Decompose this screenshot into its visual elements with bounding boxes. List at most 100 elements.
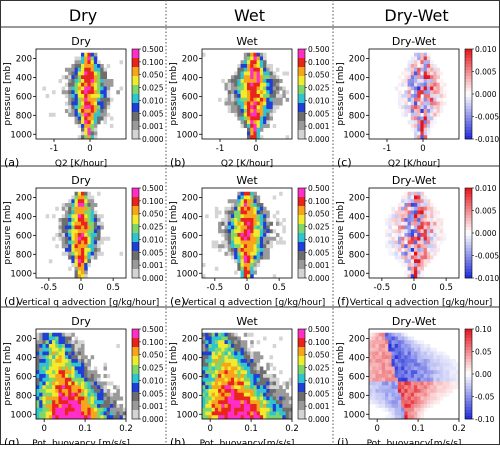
heatmap-cell [397, 407, 402, 412]
heatmap-cell [71, 370, 75, 375]
heatmap-cell [103, 105, 108, 110]
heatmap-cell [247, 229, 251, 234]
heatmap-cell [247, 332, 251, 337]
heatmap-cell [378, 366, 383, 371]
heatmap-cell [410, 359, 415, 364]
heatmap-cell [103, 362, 108, 367]
colorbar-segment [465, 197, 472, 201]
heatmap-cell [397, 404, 402, 409]
heatmap-cell [420, 79, 424, 84]
heatmap-cell [417, 396, 421, 401]
heatmap-cell [52, 90, 56, 95]
heatmap-cell [90, 131, 95, 136]
heatmap-cell [369, 347, 373, 352]
heatmap-cell [84, 415, 88, 420]
colorbar-segment [298, 94, 305, 104]
heatmap-cell [84, 218, 88, 223]
heatmap-cell [288, 377, 293, 382]
heatmap-cell [84, 362, 88, 367]
heatmap-cell [250, 120, 254, 125]
heatmap-cell [436, 244, 441, 249]
heatmap-cell [81, 266, 85, 271]
heatmap-cell [71, 263, 75, 268]
heatmap-cell [224, 218, 229, 223]
heatmap-cell [64, 203, 69, 208]
heatmap-cell [423, 127, 428, 132]
heatmap-cell [247, 266, 251, 271]
heatmap-cell [259, 381, 264, 386]
heatmap-cell [256, 351, 261, 356]
heatmap-cell [58, 229, 63, 234]
heatmap-cell [401, 407, 405, 412]
heatmap-cell [71, 415, 75, 420]
heatmap-cell [272, 381, 277, 386]
heatmap-cell [90, 124, 95, 129]
heatmap-cell [410, 400, 415, 405]
heatmap-cell [439, 233, 444, 238]
heatmap-cell [420, 266, 424, 271]
heatmap-cell [391, 389, 396, 394]
heatmap-cell [205, 377, 209, 382]
heatmap-cell [227, 400, 232, 405]
heatmap-cell [423, 60, 428, 65]
heatmap-cell [221, 359, 225, 364]
heatmap-cell [394, 355, 399, 360]
heatmap-cell [401, 203, 405, 208]
heatmap-cell [61, 225, 66, 230]
heatmap-cell [407, 244, 412, 249]
heatmap-cell [388, 385, 392, 390]
heatmap-cell [230, 415, 235, 420]
heatmap-cell [93, 124, 98, 129]
heatmap-cell [266, 392, 270, 397]
heatmap-cell [243, 94, 248, 99]
heatmap-cell [433, 244, 437, 249]
panel-title: Dry-Wet [392, 174, 437, 187]
heatmap-cell [263, 407, 267, 412]
heatmap-cell [61, 221, 66, 226]
heatmap-cell [436, 79, 441, 84]
heatmap-cell [84, 411, 88, 416]
heatmap-cell [407, 259, 412, 264]
heatmap-cell [420, 351, 424, 356]
heatmap-cell [100, 67, 104, 72]
heatmap-cell [375, 381, 379, 386]
heatmap-cell [269, 64, 274, 69]
heatmap-cell [426, 259, 431, 264]
heatmap-cell [237, 116, 241, 121]
heatmap-cell [269, 404, 274, 409]
heatmap-cell [64, 225, 69, 230]
heatmap-cell [414, 240, 418, 245]
heatmap-cell [263, 389, 267, 394]
heatmap-cell [93, 236, 98, 241]
heatmap-cell [113, 404, 117, 409]
heatmap-cell [234, 248, 238, 253]
colorbar-segment [298, 338, 305, 348]
heatmap-cell [426, 374, 431, 379]
heatmap-cell [410, 210, 415, 215]
heatmap-cell [97, 214, 101, 219]
heatmap-cell [414, 79, 418, 84]
heatmap-cell [250, 407, 254, 412]
y-tick-label: 400 [349, 353, 365, 363]
heatmap-cell [84, 233, 88, 238]
plot-frame [368, 328, 460, 420]
heatmap-cell [420, 64, 424, 69]
heatmap-cell [279, 336, 283, 341]
heatmap-cell [243, 370, 248, 375]
heatmap-cell [417, 82, 421, 87]
heatmap-cell [430, 359, 434, 364]
heatmap-cell [77, 251, 82, 256]
x-tick-label: 0.5 [439, 283, 453, 293]
heatmap-cell [375, 332, 379, 337]
heatmap-cell [103, 415, 108, 420]
heatmap-cell [93, 404, 98, 409]
heatmap-cell [202, 274, 206, 279]
heatmap-cell [205, 389, 209, 394]
heatmap-cell [87, 404, 91, 409]
heatmap-cell [423, 236, 428, 241]
heatmap-cell [234, 225, 238, 230]
colorbar-tick-label: 0.010 [475, 184, 497, 193]
heatmap-cell [381, 385, 386, 390]
heatmap-cell [240, 263, 245, 268]
